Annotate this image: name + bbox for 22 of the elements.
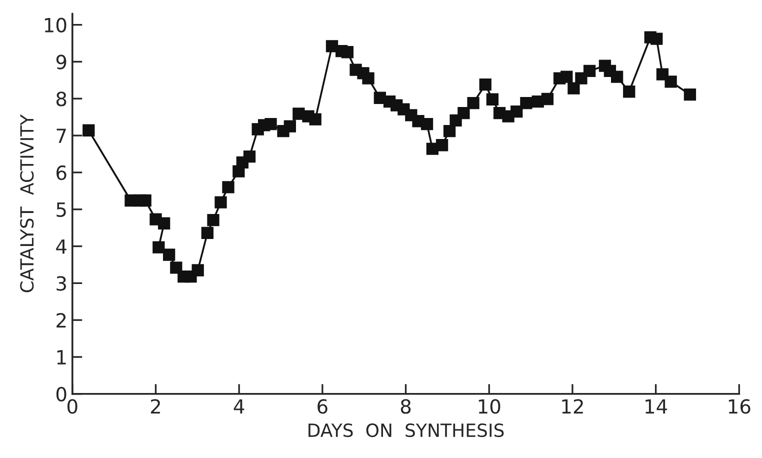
y-tick-label: 7 xyxy=(56,128,66,143)
y-tick-label: 8 xyxy=(56,92,66,106)
x-tick-label: 10 xyxy=(478,399,500,414)
x-tick-label: 12 xyxy=(562,399,583,414)
x-tick-label: 14 xyxy=(646,399,668,414)
x-tick-label: 0 xyxy=(67,399,78,414)
x-tick-label: 6 xyxy=(318,399,328,414)
x-tick-label: 16 xyxy=(728,399,750,414)
y-tick-label: 9 xyxy=(56,54,66,70)
y-tick-label: 2 xyxy=(56,313,66,328)
y-tick-label: 10 xyxy=(44,18,66,32)
y-tick-label: 4 xyxy=(56,239,66,254)
x-axis-title: DAYS ON SYNTHESIS xyxy=(308,423,504,438)
y-axis-title: CATALYST ACTIVITY xyxy=(20,114,34,292)
y-tick-label: 0 xyxy=(56,386,66,402)
x-tick-label: 2 xyxy=(150,399,160,414)
y-tick-label: 5 xyxy=(56,202,66,218)
y-tick-label: 3 xyxy=(56,276,66,291)
x-tick-label: 8 xyxy=(400,399,411,414)
y-tick-label: 6 xyxy=(56,165,66,180)
y-tick-label: 1 xyxy=(57,350,66,364)
x-tick-label: 4 xyxy=(234,399,244,414)
